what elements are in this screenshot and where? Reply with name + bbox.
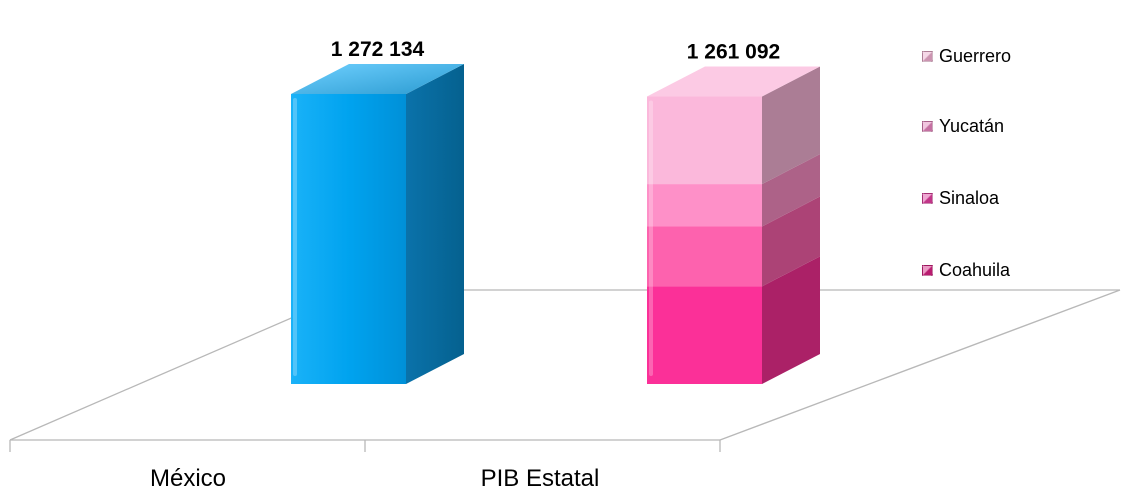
bar-front-sinaloa	[647, 226, 762, 287]
legend-label-guerrero: Guerrero	[939, 45, 1012, 66]
bar-highlight	[293, 98, 297, 376]
legend-item-sinaloa: Sinaloa	[922, 186, 999, 210]
bar-side-coahuila	[762, 256, 820, 384]
bar-group-1	[647, 66, 820, 384]
bar-group-0	[291, 64, 464, 384]
legend-item-yucatan: Yucatán	[922, 114, 1004, 138]
bar-side-sinaloa	[762, 196, 820, 287]
bar-front-coahuila	[647, 286, 762, 384]
bar-front-guerrero	[647, 96, 762, 185]
labels-layer: 1 272 134 México 1 261 092 PIB Estatal	[150, 38, 780, 492]
legend-swatch-yucatan	[922, 120, 933, 132]
bar-front-yucatan	[647, 184, 762, 227]
bar-front-mexico	[291, 94, 406, 384]
bar-side-guerrero	[762, 66, 820, 185]
bars-layer	[291, 64, 820, 384]
legend-swatch-sinaloa	[922, 192, 933, 204]
data-label-total-0: 1 272 134	[331, 38, 425, 61]
legend-swatch-guerrero	[922, 50, 933, 62]
bar-top-0	[291, 64, 464, 94]
data-label-total-1: 1 261 092	[687, 41, 780, 64]
chart-floor	[9, 289, 1121, 452]
bar-side-yucatan	[762, 154, 820, 227]
legend-label-yucatan: Yucatán	[939, 115, 1005, 136]
category-label-1: PIB Estatal	[481, 465, 600, 492]
legend-label-coahuila: Coahuila	[939, 259, 1011, 280]
bar-highlight	[649, 100, 653, 376]
floor-right-edge	[719, 289, 1121, 441]
legend-item-guerrero: Guerrero	[922, 44, 1011, 68]
bar-top-1	[647, 66, 820, 97]
category-label-0: México	[150, 465, 226, 492]
legend-swatch-coahuila	[922, 264, 933, 276]
bar-side-mexico	[406, 64, 464, 384]
legend-item-coahuila: Coahuila	[922, 258, 1010, 282]
legend-label-sinaloa: Sinaloa	[939, 187, 1000, 208]
